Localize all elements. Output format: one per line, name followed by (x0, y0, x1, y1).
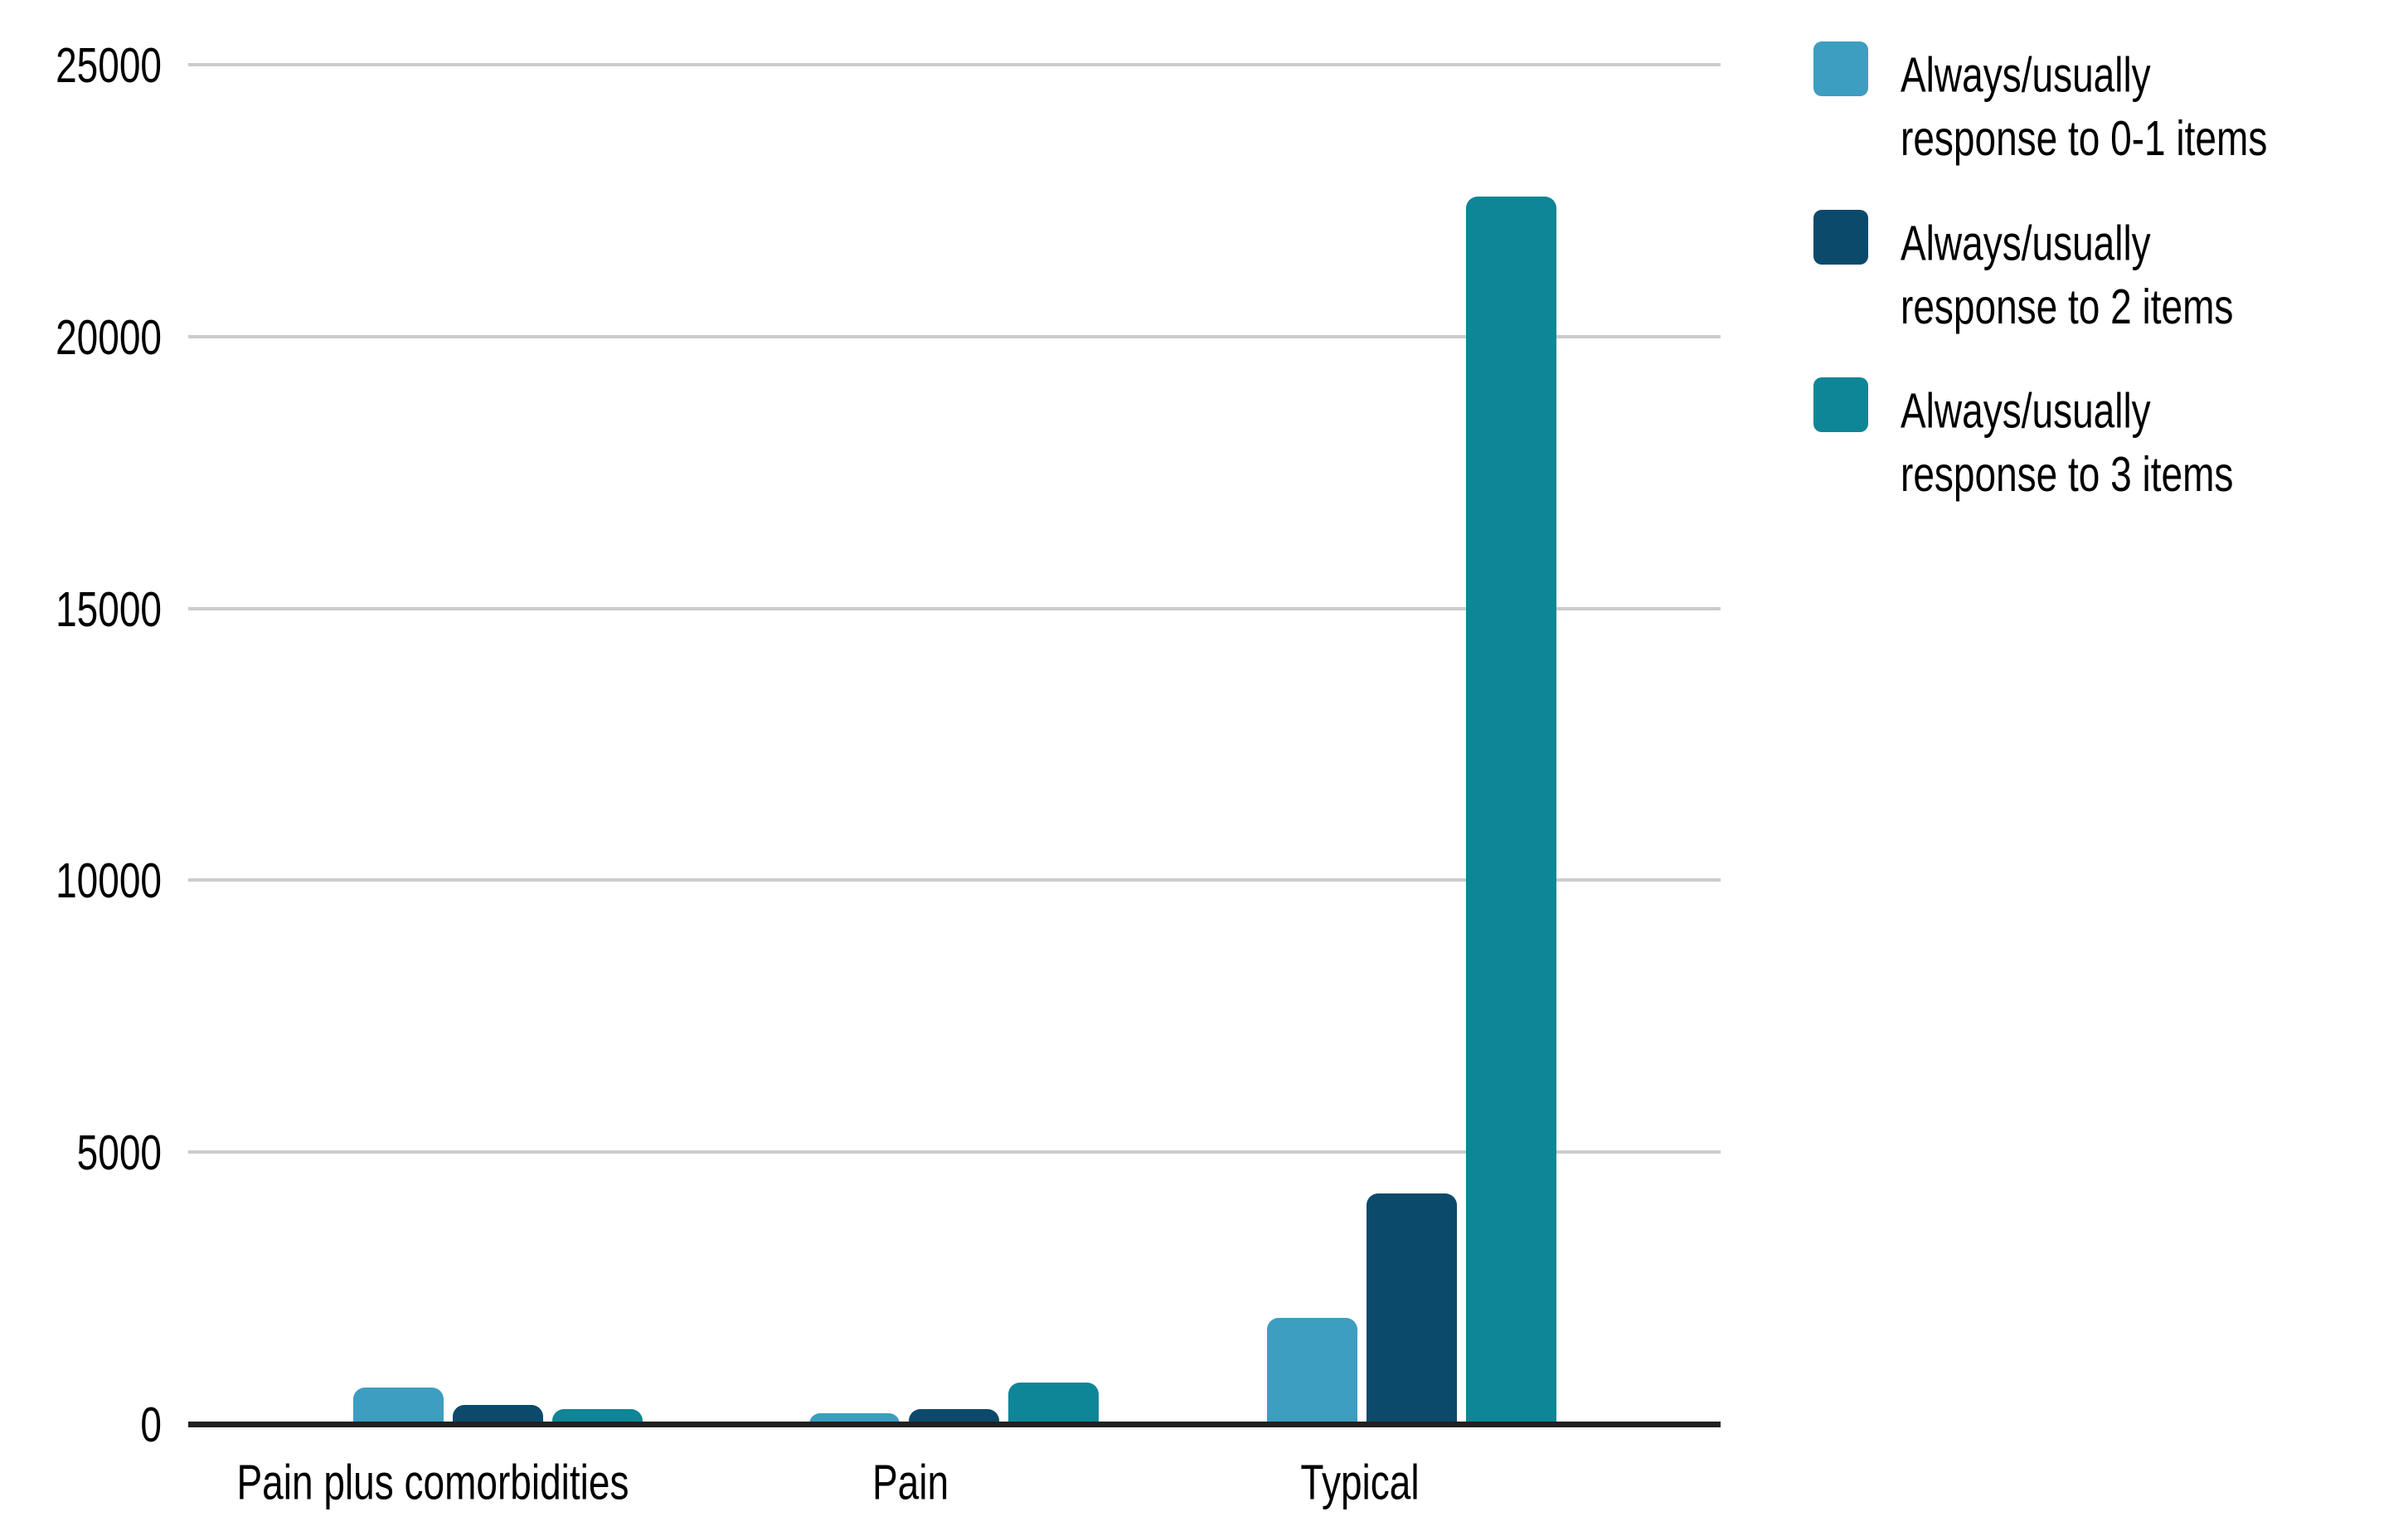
y-tick-label-25000: 25000 (56, 36, 162, 93)
bar-typical-series-1 (1267, 1318, 1357, 1424)
legend-swatch-series-3 (1813, 377, 1868, 432)
gridline-5000 (188, 1150, 1721, 1154)
bar-typical-series-2 (1367, 1193, 1457, 1424)
x-axis-line (188, 1422, 1721, 1427)
bar-pain-series-1 (809, 1413, 900, 1424)
bar-pain-plus-comorbidities-series-2 (453, 1405, 543, 1424)
y-tick-label-0: 0 (140, 1396, 162, 1452)
bar-pain-plus-comorbidities-series-3 (552, 1409, 643, 1424)
gridline-20000 (188, 334, 1721, 338)
chart-legend: Always/usually response to 0-1 items Alwa… (0, 0, 2408, 581)
x-category-label-pain-plus-comorbidities: Pain plus comorbidities (236, 1454, 629, 1510)
y-tick-label-5000: 5000 (76, 1124, 162, 1180)
legend-label-series-1: Always/usually response to 0-1 items (1901, 46, 2268, 167)
legend-swatch-series-1 (1813, 41, 1868, 96)
y-tick-label-15000: 15000 (56, 580, 162, 637)
legend-label-series-3: Always/usually response to 3 items (1901, 382, 2234, 503)
gridline-10000 (188, 878, 1721, 882)
bar-pain-series-2 (909, 1409, 999, 1424)
bar-pain-series-3 (1008, 1383, 1099, 1424)
legend-swatch-series-2 (1813, 210, 1868, 265)
legend-label-series-2: Always/usually response to 2 items (1901, 214, 2234, 335)
bar-typical-series-3 (1466, 197, 1556, 1424)
x-category-label-pain: Pain (871, 1454, 949, 1510)
y-tick-label-20000: 20000 (56, 308, 162, 365)
gridline-15000 (188, 606, 1721, 610)
x-category-label-typical: Typical (1300, 1454, 1420, 1510)
bar-pain-plus-comorbidities-series-1 (353, 1388, 444, 1424)
gridline-25000 (188, 63, 1721, 66)
y-tick-label-10000: 10000 (56, 852, 162, 909)
